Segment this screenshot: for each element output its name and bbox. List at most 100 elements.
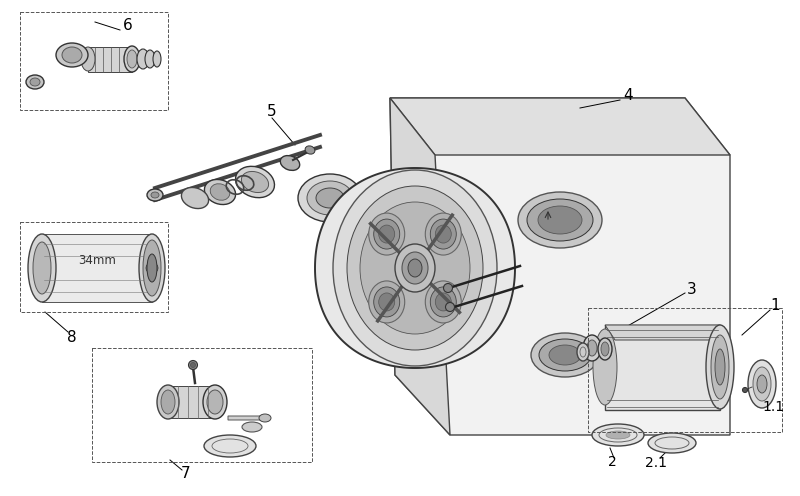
Text: 7: 7	[181, 467, 191, 482]
Polygon shape	[88, 47, 132, 72]
Ellipse shape	[204, 435, 256, 457]
Ellipse shape	[298, 174, 362, 222]
Ellipse shape	[426, 213, 462, 255]
Ellipse shape	[146, 264, 152, 272]
Ellipse shape	[369, 213, 405, 255]
Ellipse shape	[305, 146, 315, 154]
Ellipse shape	[518, 192, 602, 248]
Ellipse shape	[81, 47, 95, 71]
Ellipse shape	[68, 55, 76, 61]
Ellipse shape	[153, 51, 161, 67]
Ellipse shape	[395, 244, 435, 292]
Ellipse shape	[374, 219, 400, 249]
Polygon shape	[605, 325, 730, 340]
Text: 3: 3	[687, 282, 697, 297]
Ellipse shape	[531, 333, 599, 377]
Ellipse shape	[593, 329, 617, 405]
Polygon shape	[390, 98, 450, 435]
Ellipse shape	[147, 260, 154, 268]
Ellipse shape	[137, 49, 149, 69]
Ellipse shape	[73, 52, 81, 58]
Ellipse shape	[242, 422, 262, 432]
Ellipse shape	[63, 52, 71, 58]
Ellipse shape	[592, 424, 644, 446]
Ellipse shape	[601, 342, 609, 356]
Ellipse shape	[147, 254, 157, 282]
Ellipse shape	[347, 186, 483, 350]
Ellipse shape	[333, 170, 497, 366]
Text: 8: 8	[67, 330, 77, 346]
Text: 4: 4	[623, 88, 633, 104]
Ellipse shape	[426, 281, 462, 323]
Ellipse shape	[139, 234, 165, 302]
Text: 5: 5	[267, 105, 277, 120]
Circle shape	[190, 363, 195, 368]
Ellipse shape	[342, 191, 398, 233]
Ellipse shape	[402, 252, 428, 284]
Ellipse shape	[587, 340, 597, 356]
Polygon shape	[315, 168, 515, 368]
Ellipse shape	[210, 184, 230, 200]
Ellipse shape	[70, 55, 78, 61]
Ellipse shape	[152, 264, 158, 272]
Ellipse shape	[378, 293, 394, 311]
Ellipse shape	[350, 197, 390, 227]
Ellipse shape	[157, 385, 179, 419]
Ellipse shape	[33, 242, 51, 294]
Ellipse shape	[549, 345, 581, 365]
Ellipse shape	[706, 325, 734, 409]
Ellipse shape	[124, 46, 140, 72]
Text: 6: 6	[123, 18, 133, 34]
Ellipse shape	[378, 225, 394, 243]
Ellipse shape	[435, 293, 451, 311]
Ellipse shape	[430, 287, 456, 317]
Ellipse shape	[435, 225, 451, 243]
Ellipse shape	[143, 240, 161, 296]
Ellipse shape	[68, 49, 76, 55]
Ellipse shape	[62, 47, 82, 63]
Ellipse shape	[307, 181, 353, 215]
Ellipse shape	[538, 206, 582, 234]
Ellipse shape	[207, 390, 223, 414]
Ellipse shape	[711, 335, 729, 399]
Ellipse shape	[583, 335, 601, 361]
Ellipse shape	[182, 187, 209, 208]
Ellipse shape	[753, 367, 771, 401]
Circle shape	[742, 387, 747, 392]
Ellipse shape	[242, 172, 269, 192]
Polygon shape	[42, 234, 152, 302]
Ellipse shape	[203, 385, 227, 419]
Text: 2: 2	[608, 455, 616, 469]
Ellipse shape	[527, 199, 593, 241]
Polygon shape	[605, 325, 720, 410]
Ellipse shape	[316, 188, 344, 208]
Ellipse shape	[280, 156, 300, 171]
Ellipse shape	[408, 259, 422, 277]
Ellipse shape	[715, 349, 725, 385]
Ellipse shape	[430, 219, 456, 249]
Ellipse shape	[360, 202, 470, 334]
Circle shape	[446, 303, 454, 311]
Ellipse shape	[72, 54, 80, 60]
Ellipse shape	[70, 50, 78, 56]
Ellipse shape	[358, 203, 382, 221]
Text: 34mm: 34mm	[78, 254, 116, 267]
Ellipse shape	[147, 189, 163, 201]
Polygon shape	[228, 416, 265, 420]
Ellipse shape	[64, 51, 72, 57]
Ellipse shape	[259, 414, 271, 422]
Ellipse shape	[66, 55, 74, 61]
Ellipse shape	[28, 234, 56, 302]
Ellipse shape	[72, 51, 80, 57]
Polygon shape	[168, 386, 215, 418]
Ellipse shape	[64, 54, 72, 60]
Ellipse shape	[539, 339, 591, 371]
Ellipse shape	[161, 390, 175, 414]
Ellipse shape	[748, 360, 776, 408]
Ellipse shape	[150, 267, 157, 275]
Ellipse shape	[598, 338, 612, 360]
Ellipse shape	[757, 375, 767, 393]
Ellipse shape	[205, 180, 235, 204]
Text: 1: 1	[770, 299, 780, 313]
Ellipse shape	[56, 43, 88, 67]
